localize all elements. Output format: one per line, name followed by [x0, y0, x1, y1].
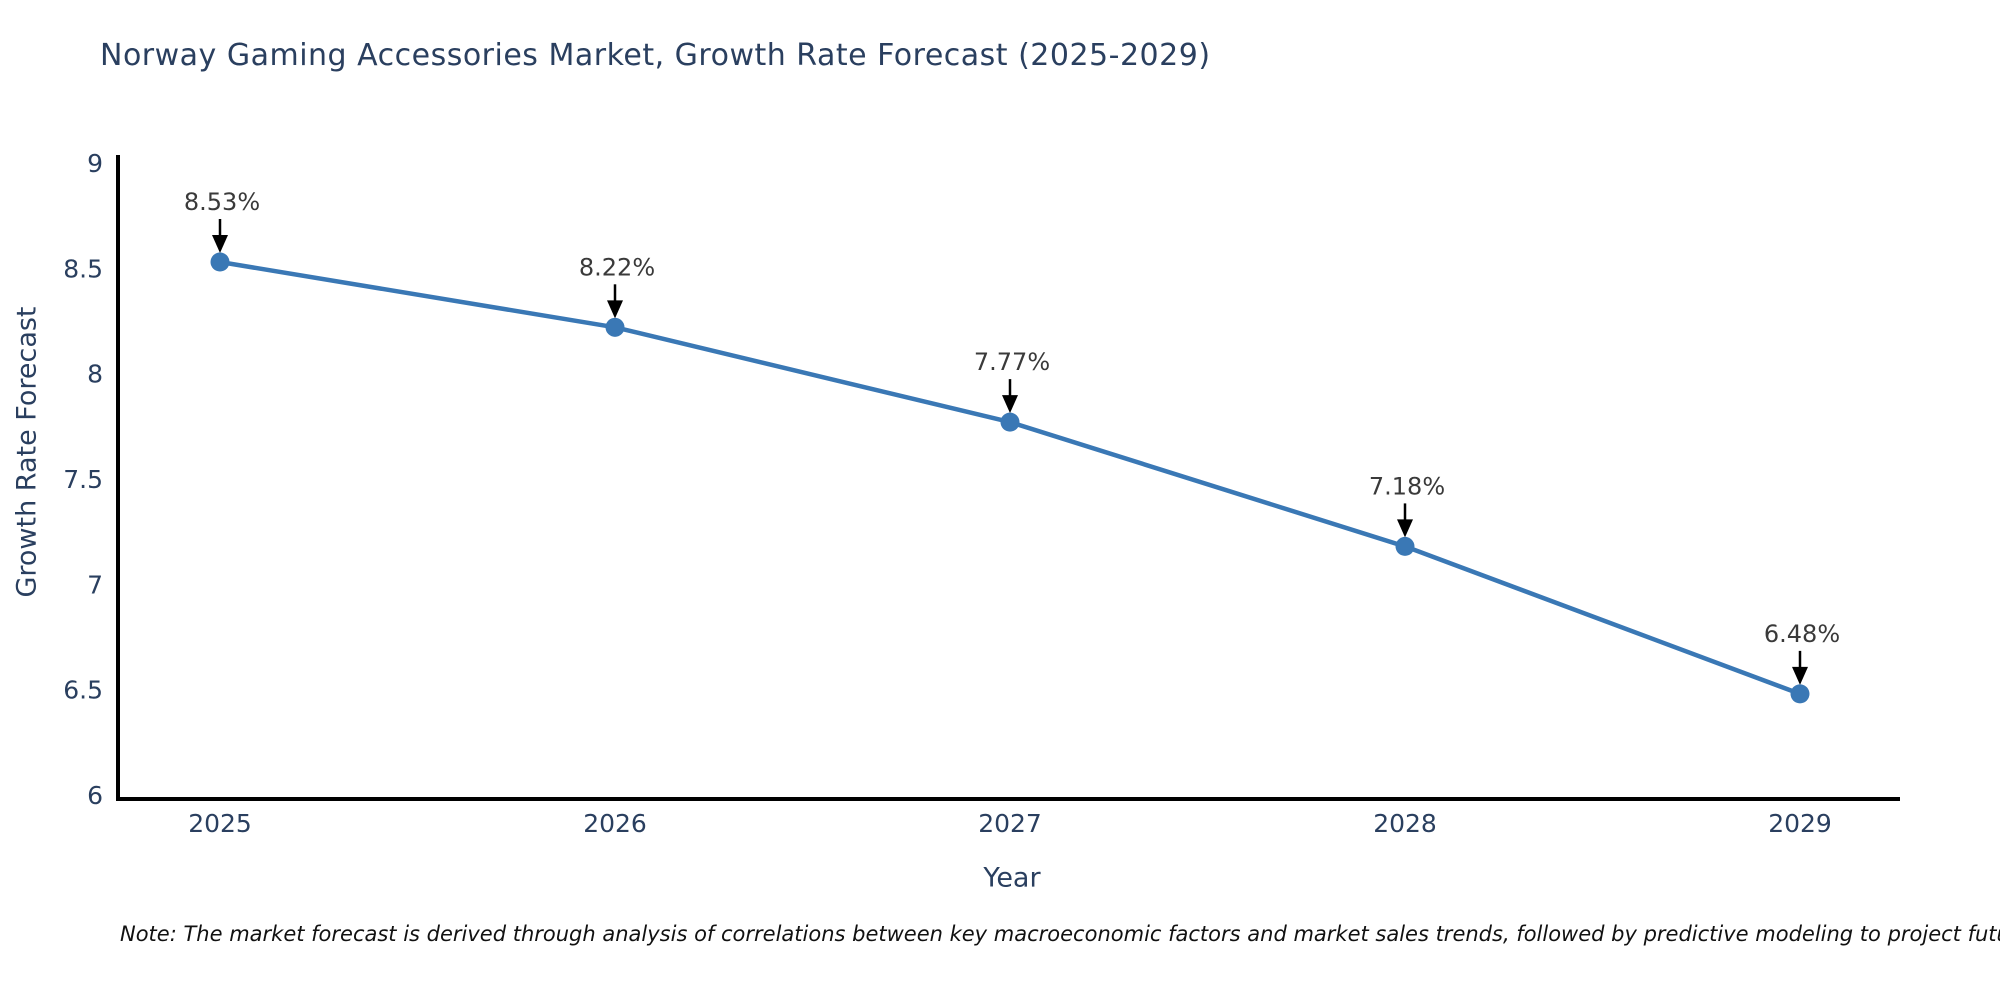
y-axis-title: Growth Rate Forecast — [11, 306, 43, 598]
data-point-marker — [210, 252, 230, 272]
annotation-arrowhead — [1397, 519, 1413, 538]
annotation-label: 6.48% — [1764, 620, 1840, 648]
annotation-label: 8.53% — [184, 188, 260, 216]
annotation-arrowhead — [1002, 395, 1018, 414]
x-tick-label: 2028 — [1373, 809, 1437, 838]
x-tick-label: 2026 — [583, 809, 647, 838]
annotation-arrowhead — [607, 300, 623, 319]
annotation-arrowhead — [212, 235, 228, 254]
y-tick-label: 7.5 — [63, 465, 103, 494]
y-tick-label: 6.5 — [63, 676, 103, 705]
x-axis-title: Year — [983, 862, 1041, 894]
annotation-arrowhead — [1792, 666, 1808, 685]
annotation-label: 7.77% — [974, 348, 1050, 376]
data-point-marker — [1395, 536, 1415, 556]
y-tick-label: 8 — [87, 360, 103, 389]
x-tick-label: 2027 — [978, 809, 1042, 838]
y-tick-label: 9 — [87, 149, 103, 178]
annotation-label: 7.18% — [1369, 472, 1445, 500]
y-tick-label: 8.5 — [63, 254, 103, 283]
chart-title: Norway Gaming Accessories Market, Growth… — [100, 38, 1211, 73]
data-point-marker — [605, 317, 625, 337]
x-tick-label: 2029 — [1768, 809, 1832, 838]
annotation-label: 8.22% — [579, 253, 655, 281]
trend-line — [217, 259, 1803, 697]
y-tick-label: 7 — [87, 570, 103, 599]
methodology-note: Note: The market forecast is derived thr… — [120, 922, 2000, 946]
data-point-marker — [1000, 412, 1020, 432]
data-point-marker — [1790, 684, 1810, 704]
y-tick-label: 6 — [87, 781, 103, 810]
x-tick-label: 2025 — [188, 809, 252, 838]
